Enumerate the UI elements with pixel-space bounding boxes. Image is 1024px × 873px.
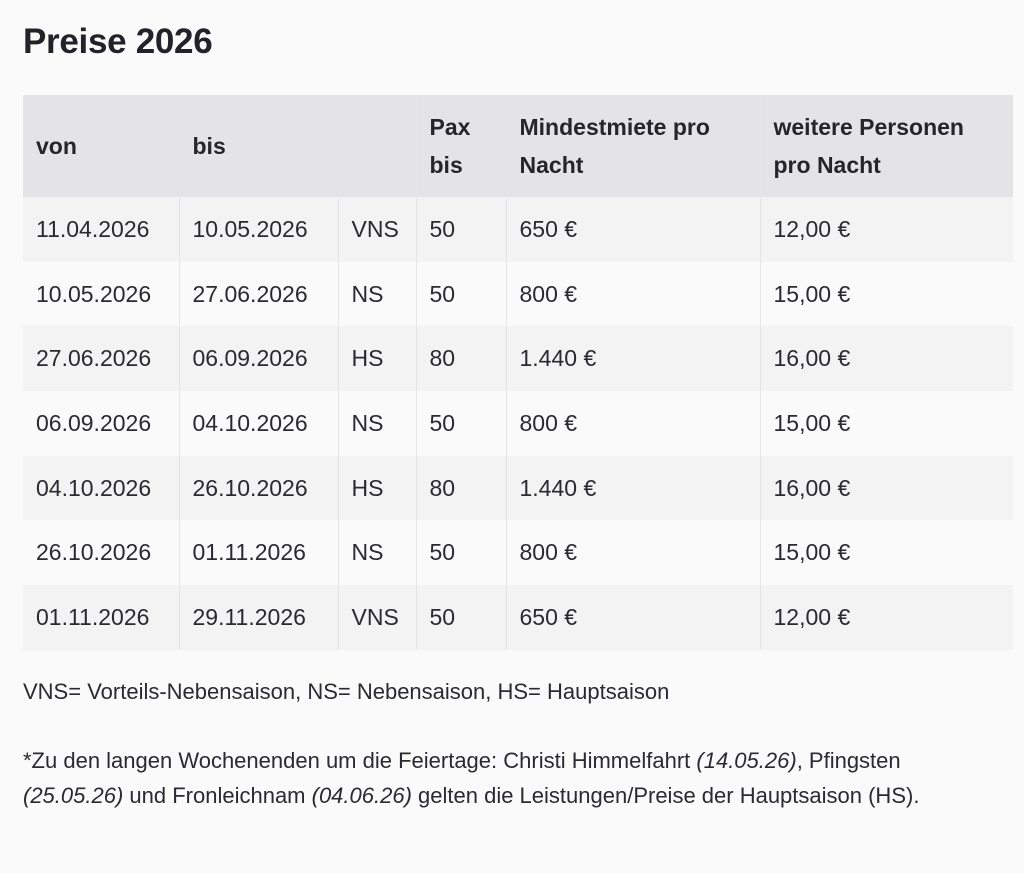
note-text-1: *Zu den langen Wochenenden um die Feiert… xyxy=(23,748,697,773)
note-date-pfingsten: (25.05.26) xyxy=(23,783,124,808)
page-title: Preise 2026 xyxy=(23,22,213,61)
header-bis: bis xyxy=(179,95,339,197)
cell-mindestmiete: 800 € xyxy=(506,520,761,586)
cell-season: NS xyxy=(338,391,417,456)
cell-mindestmiete: 650 € xyxy=(506,585,761,650)
cell-weitere-personen: 15,00 € xyxy=(773,280,851,307)
note-date-fronleichnam: (04.06.26) xyxy=(311,783,412,808)
holiday-note: *Zu den langen Wochenenden um die Feiert… xyxy=(23,743,1003,813)
cell-weitere-personen: 12,00 € xyxy=(773,215,851,242)
cell-weitere-personen: 16,00 € xyxy=(773,474,851,501)
note-text-2: , Pfingsten xyxy=(796,748,901,773)
cell-von: 04.10.2026 xyxy=(23,455,180,521)
cell-mindestmiete: 1.440 € xyxy=(506,326,761,392)
table-row: 01.11.2026 29.11.2026 VNS 50 650 € 12,00 € xyxy=(23,585,1013,650)
table-row: 04.10.2026 26.10.2026 HS 80 1.440 € 16,00 € xyxy=(23,455,1013,521)
table-row: 26.10.2026 01.11.2026 NS 50 800 € 15,00 € xyxy=(23,520,1013,586)
cell-pax: 80 xyxy=(416,455,507,521)
cell-bis: 27.06.2026 xyxy=(179,261,339,327)
table-row: 10.05.2026 27.06.2026 NS 50 800 € 15,00 € xyxy=(23,261,1013,327)
cell-bis: 04.10.2026 xyxy=(179,391,339,456)
cell-von: 06.09.2026 xyxy=(23,391,180,456)
cell-pax: 50 xyxy=(416,520,507,586)
season-legend: VNS= Vorteils-Nebensaison, NS= Nebensais… xyxy=(23,679,670,704)
cell-season: VNS xyxy=(338,585,417,650)
cell-pax: 50 xyxy=(416,197,507,262)
cell-weitere-personen: 16,00 € xyxy=(773,345,851,372)
cell-pax: 50 xyxy=(416,391,507,456)
cell-mindestmiete: 800 € xyxy=(506,261,761,327)
header-weitere-line2: pro Nacht xyxy=(773,152,881,178)
cell-von: 27.06.2026 xyxy=(23,326,180,392)
cell-von: 10.05.2026 xyxy=(23,261,180,327)
cell-season: VNS xyxy=(338,197,417,262)
cell-season: HS xyxy=(338,326,417,392)
header-pax-line2: bis xyxy=(429,152,463,178)
cell-weitere-personen: 15,00 € xyxy=(773,539,851,566)
note-text-4: gelten die Leistungen/Preise der Hauptsa… xyxy=(411,783,920,808)
cell-pax: 50 xyxy=(416,261,507,327)
cell-pax: 50 xyxy=(416,585,507,650)
cell-bis: 29.11.2026 xyxy=(179,585,339,650)
cell-bis: 06.09.2026 xyxy=(179,326,339,392)
header-mindestmiete: Mindestmiete pro Nacht xyxy=(506,95,761,197)
table-row: 11.04.2026 10.05.2026 VNS 50 650 € 12,00 € xyxy=(23,197,1013,262)
cell-mindestmiete: 650 € xyxy=(506,197,761,262)
cell-von: 11.04.2026 xyxy=(23,197,180,262)
cell-mindestmiete: 800 € xyxy=(506,391,761,456)
cell-weitere-personen: 15,00 € xyxy=(773,409,851,436)
cell-season: HS xyxy=(338,455,417,521)
header-weitere-personen: weitere Personen pro Nacht xyxy=(760,95,1013,197)
table-row: 06.09.2026 04.10.2026 NS 50 800 € 15,00 € xyxy=(23,391,1013,456)
cell-pax: 80 xyxy=(416,326,507,392)
cell-mindestmiete: 1.440 € xyxy=(506,455,761,521)
cell-von: 26.10.2026 xyxy=(23,520,180,586)
price-table: von bis Pax bis Mindestmiete pro Nacht wei… xyxy=(23,95,1013,650)
cell-season: NS xyxy=(338,261,417,327)
cell-season: NS xyxy=(338,520,417,586)
cell-von: 01.11.2026 xyxy=(23,585,180,650)
header-season xyxy=(338,95,417,197)
header-mindestmiete-line1: Mindestmiete pro xyxy=(519,114,710,140)
cell-weitere-personen: 12,00 € xyxy=(773,603,851,630)
table-row: 27.06.2026 06.09.2026 HS 80 1.440 € 16,00 € xyxy=(23,326,1013,392)
cell-bis: 26.10.2026 xyxy=(179,455,339,521)
header-pax-line1: Pax xyxy=(429,114,471,140)
note-date-himmelfahrt: (14.05.26) xyxy=(696,748,797,773)
header-mindestmiete-line2: Nacht xyxy=(519,152,584,178)
header-weitere-line1: weitere Personen xyxy=(773,114,964,140)
header-von: von xyxy=(23,95,180,197)
header-pax-bis: Pax bis xyxy=(416,95,507,197)
cell-bis: 10.05.2026 xyxy=(179,197,339,262)
note-text-3: und Fronleichnam xyxy=(123,783,312,808)
table-header-row: von bis Pax bis Mindestmiete pro Nacht wei… xyxy=(23,95,1013,197)
cell-bis: 01.11.2026 xyxy=(179,520,339,586)
